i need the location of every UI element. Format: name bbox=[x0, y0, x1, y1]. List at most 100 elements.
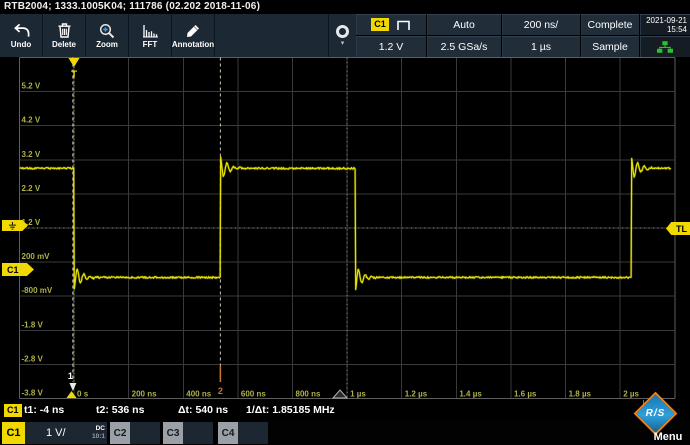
trigger-source-badge: C1 bbox=[371, 18, 389, 31]
trigger-marker-label: T bbox=[71, 70, 77, 81]
acq-status-box[interactable]: Complete Sample bbox=[581, 14, 639, 57]
toolbar-button-delete[interactable]: Delete bbox=[43, 14, 86, 57]
toolbar-button-label: Delete bbox=[51, 39, 76, 49]
toolbar-button-label: Annotation bbox=[171, 39, 215, 49]
gear-icon[interactable] bbox=[336, 25, 349, 38]
time-label: 1.6 µs bbox=[514, 390, 537, 399]
time-label: 200 ns bbox=[132, 390, 157, 399]
timebase-scale-value[interactable]: 200 ns/ bbox=[502, 14, 580, 35]
time-label: 600 ns bbox=[241, 390, 266, 399]
network-status-cell bbox=[640, 36, 690, 57]
channel-tab-c4[interactable]: C4 bbox=[218, 422, 238, 444]
acquisition-box[interactable]: Auto 2.5 GSa/s bbox=[427, 14, 501, 57]
channel1-coupling-probe: DC 10:1 bbox=[92, 425, 105, 441]
date-label: 2021-09-21 bbox=[646, 15, 687, 25]
voltage-label: -800 mV bbox=[22, 286, 53, 295]
fft-spectrum-icon bbox=[141, 23, 159, 39]
toolbar-button-undo[interactable]: Undo bbox=[0, 14, 43, 57]
trigger-position-marker[interactable] bbox=[68, 58, 80, 67]
device-title: RTB2004; 1333.1005K04; 111786 (02.202 20… bbox=[0, 0, 690, 14]
toolbar-button-label: Zoom bbox=[96, 39, 118, 49]
toolbar-button-annotation[interactable]: Annotation bbox=[172, 14, 215, 57]
timebase-box[interactable]: 200 ns/ 1 µs bbox=[502, 14, 580, 57]
time-label: 1 µs bbox=[350, 390, 366, 399]
channel1-position-tag[interactable]: C1 bbox=[2, 263, 34, 276]
voltage-label: 3.2 V bbox=[22, 150, 41, 159]
cursor2-label[interactable]: 2 bbox=[218, 386, 223, 396]
acquisition-time-value[interactable]: 1 µs bbox=[502, 36, 580, 57]
time-label: 1.4 µs bbox=[459, 390, 482, 399]
datetime-cell: 2021-09-21 15:54 bbox=[640, 14, 690, 35]
toolbar-settings-button[interactable]: ▾ bbox=[329, 14, 356, 57]
time-label: 2 µs bbox=[623, 390, 639, 399]
toolbar: Undo Delete Zoom FFT Annotation ▾ bbox=[0, 14, 356, 57]
undo-icon bbox=[13, 23, 30, 39]
voltage-label: 1.2 V bbox=[22, 218, 41, 227]
toolbar-button-zoom[interactable]: Zoom bbox=[86, 14, 129, 57]
time-label: 1.8 µs bbox=[569, 390, 592, 399]
toolbar-button-fft[interactable]: FFT bbox=[129, 14, 172, 57]
time-reference-marker bbox=[331, 389, 349, 399]
chevron-down-icon[interactable]: ▾ bbox=[340, 40, 345, 47]
menu-button[interactable]: Menu bbox=[653, 431, 683, 443]
voltage-label: -3.8 V bbox=[22, 389, 44, 398]
voltage-label: 2.2 V bbox=[22, 184, 41, 193]
voltage-label: 200 mV bbox=[22, 252, 51, 261]
cursor-frequency-value: 1/Δt: 1.85185 MHz bbox=[246, 404, 335, 416]
channel-tab-c1[interactable]: C1 bbox=[2, 422, 25, 444]
channel1-scale: 1 V/ bbox=[45, 427, 66, 439]
trigger-edge-icon bbox=[396, 20, 410, 30]
toolbar-spacer bbox=[215, 14, 329, 57]
trigger-mode-value[interactable]: Auto bbox=[427, 14, 501, 35]
results-channel-badge: C1 bbox=[4, 404, 22, 417]
trigger-level-tag[interactable]: TL bbox=[666, 222, 690, 235]
ground-icon bbox=[8, 221, 17, 230]
trash-icon bbox=[57, 23, 72, 39]
status-header: C1 1.2 V Auto 2.5 GSa/s 200 ns/ 1 µs Com… bbox=[356, 14, 690, 57]
time-label: 1.2 µs bbox=[405, 390, 428, 399]
network-icon bbox=[657, 40, 673, 53]
rohde-schwarz-logo-text: R/S bbox=[645, 408, 666, 419]
cursor1-label[interactable]: 1 bbox=[68, 371, 73, 381]
voltage-label: 5.2 V bbox=[22, 82, 41, 91]
acquisition-mode-value[interactable]: Sample bbox=[581, 36, 639, 57]
cursor-t1-value: t1: -4 ns bbox=[24, 404, 65, 416]
graticule-canvas: 5.2 V 4.2 V 3.2 V 2.2 V 1.2 V 200 mV -800 mV -1… bbox=[18, 57, 676, 399]
annotation-pencil-icon bbox=[185, 23, 201, 39]
channel-tab-c2[interactable]: C2 bbox=[110, 422, 130, 444]
toolbar-button-label: Undo bbox=[10, 39, 32, 49]
trigger-box[interactable]: C1 1.2 V bbox=[356, 14, 426, 57]
sample-rate-value[interactable]: 2.5 GSa/s bbox=[427, 36, 501, 57]
time-label: 800 ns bbox=[296, 390, 321, 399]
channel2-settings[interactable] bbox=[130, 422, 160, 444]
zoom-magnifier-icon bbox=[99, 23, 115, 39]
channel1-trace-glow bbox=[18, 155, 672, 291]
waveform-display: 5.2 V 4.2 V 3.2 V 2.2 V 1.2 V 200 mV -800 mV -1… bbox=[0, 57, 690, 400]
time-label: 0 s bbox=[77, 390, 89, 399]
cursor-dt-value: Δt: 540 ns bbox=[178, 404, 229, 416]
channel4-settings[interactable] bbox=[238, 422, 268, 444]
acquisition-status-value[interactable]: Complete bbox=[581, 14, 639, 35]
voltage-label: 4.2 V bbox=[22, 116, 41, 125]
voltage-label: -2.8 V bbox=[22, 354, 44, 363]
channel3-settings[interactable] bbox=[183, 422, 213, 444]
channel1-coupling: DC bbox=[95, 425, 105, 432]
cursor-t2-value: t2: 536 ns bbox=[96, 404, 145, 416]
trigger-level-value[interactable]: 1.2 V bbox=[356, 36, 426, 57]
voltage-label: -1.8 V bbox=[22, 320, 44, 329]
channel-tab-c3[interactable]: C3 bbox=[163, 422, 183, 444]
channel1-settings[interactable]: 1 V/ DC 10:1 bbox=[25, 422, 107, 444]
channel-bar: C1 1 V/ DC 10:1 C2 C3 C4 bbox=[0, 421, 690, 445]
cursor-results-bar: C1 t1: -4 ns t2: 536 ns Δt: 540 ns 1/Δt:… bbox=[0, 400, 644, 421]
channel1-probe: 10:1 bbox=[91, 433, 105, 440]
toolbar-button-label: FFT bbox=[142, 39, 158, 49]
channel1-trace bbox=[19, 156, 672, 291]
trigger-source-cell[interactable]: C1 bbox=[356, 14, 426, 35]
toolbar-buttons: Undo Delete Zoom FFT Annotation bbox=[0, 14, 215, 57]
trigger-bottom-marker bbox=[66, 391, 77, 398]
channel1-offset-tag[interactable] bbox=[2, 220, 28, 231]
cursor1-arrow[interactable] bbox=[69, 383, 77, 391]
time-label: 400 ns bbox=[186, 390, 211, 399]
time-label: 15:54 bbox=[666, 24, 687, 34]
